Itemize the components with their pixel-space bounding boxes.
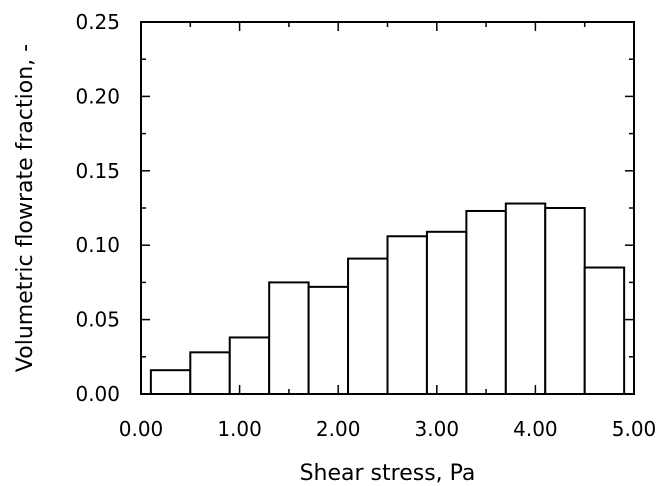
y-tick-label: 0.10 <box>75 233 120 257</box>
histogram-bar-9 <box>465 209 507 395</box>
histogram-bar-3 <box>228 336 271 395</box>
x-axis-label: Shear stress, Pa <box>300 461 476 486</box>
x-tick-label: 5.00 <box>612 417 657 441</box>
bars-group <box>149 202 626 396</box>
y-tick-label: 0.25 <box>75 10 120 34</box>
x-tick-label: 1.00 <box>217 417 262 441</box>
x-tick-label: 3.00 <box>415 417 460 441</box>
y-tick-label: 0.20 <box>75 84 120 108</box>
histogram-bar-11 <box>544 207 586 395</box>
tick-labels-group: 0.00 1.00 2.00 3.00 4.00 5.00 0.00 0.05 0.10 0.15… <box>75 10 656 441</box>
ticks-group <box>140 21 635 395</box>
histogram-bar-6 <box>347 257 389 396</box>
histogram-bar-2 <box>189 351 231 395</box>
y-tick-label: 0.00 <box>75 382 120 406</box>
histogram-bar-4 <box>268 281 310 395</box>
x-tick-label: 2.00 <box>316 417 361 441</box>
histogram-bar-1 <box>149 369 192 395</box>
histogram-bar-12 <box>583 266 626 395</box>
histogram-bar-10 <box>504 202 547 395</box>
y-tick-label: 0.05 <box>75 308 120 332</box>
histogram-bar-8 <box>425 230 468 395</box>
y-axis-label: Volumetric flowrate fraction, - <box>13 44 38 372</box>
y-tick-label: 0.15 <box>75 159 120 183</box>
histogram-bar-7 <box>386 235 428 395</box>
x-tick-label: 0.00 <box>119 417 164 441</box>
x-tick-label: 4.00 <box>513 417 558 441</box>
histogram-bar-5 <box>307 285 350 396</box>
